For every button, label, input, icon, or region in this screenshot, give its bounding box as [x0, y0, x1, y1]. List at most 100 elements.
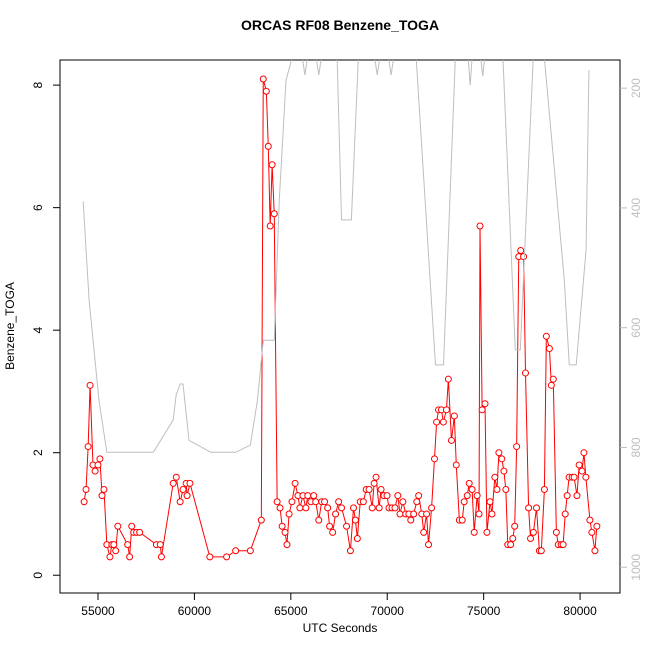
data-point: [563, 492, 571, 500]
data-point: [372, 473, 380, 481]
data-point: [179, 485, 187, 493]
data-point: [542, 332, 550, 340]
data-point: [278, 522, 286, 530]
data-point: [502, 485, 510, 493]
x-tick-label: 65000: [274, 604, 308, 618]
data-point: [578, 467, 586, 475]
data-point: [91, 467, 99, 475]
data-point: [98, 492, 106, 500]
data-point: [529, 528, 537, 536]
data-point: [262, 87, 270, 95]
data-point: [321, 498, 329, 506]
data-point: [570, 473, 578, 481]
data-point: [246, 547, 254, 555]
data-point: [124, 541, 132, 549]
data-point: [80, 498, 88, 506]
data-point: [407, 516, 415, 524]
data-point: [513, 443, 521, 451]
data-point: [428, 504, 436, 512]
data-point: [183, 492, 191, 500]
x-tick-label: 60000: [178, 604, 212, 618]
data-point: [498, 455, 506, 463]
data-point: [94, 461, 102, 469]
data-point: [365, 485, 373, 493]
data-point: [264, 142, 272, 150]
data-point: [447, 436, 455, 444]
x-tick-label: 55000: [81, 604, 115, 618]
data-point: [439, 418, 447, 426]
y-axis-label: Benzene_TOGA: [3, 282, 17, 370]
data-point: [353, 534, 361, 542]
y2-tick-label: 1000: [629, 554, 643, 581]
data-point: [126, 553, 134, 561]
data-point: [326, 522, 334, 530]
data-point: [415, 492, 423, 500]
data-point: [377, 485, 385, 493]
data-point: [84, 443, 92, 451]
data-point: [324, 504, 332, 512]
data-point: [475, 510, 483, 518]
data-point: [575, 461, 583, 469]
y-tick-label: 0: [31, 572, 45, 579]
data-point: [391, 504, 399, 512]
data-point: [186, 479, 194, 487]
data-point: [370, 479, 378, 487]
data-point: [468, 485, 476, 493]
data-point: [491, 473, 499, 481]
data-point: [157, 553, 165, 561]
data-point: [176, 498, 184, 506]
data-point: [338, 504, 346, 512]
data-point: [259, 75, 267, 83]
data-point: [478, 406, 486, 414]
data-point: [114, 522, 122, 530]
data-point: [270, 210, 278, 218]
y2-tick-label: 400: [629, 198, 643, 218]
data-point: [573, 492, 581, 500]
plot-area: [80, 60, 601, 561]
data-point: [423, 510, 431, 518]
chart-title: ORCAS RF08 Benzene_TOGA: [241, 17, 439, 33]
data-point: [112, 547, 120, 555]
data-point: [273, 498, 281, 506]
y-tick-label: 8: [31, 81, 45, 88]
data-point: [473, 492, 481, 500]
data-point: [483, 528, 491, 536]
data-point: [82, 485, 90, 493]
data-point: [266, 222, 274, 230]
y2-tick-label: 800: [629, 437, 643, 457]
data-point: [302, 504, 310, 512]
data-point: [156, 541, 164, 549]
data-point: [288, 498, 296, 506]
data-point: [586, 516, 594, 524]
data-point: [257, 516, 265, 524]
data-point: [291, 479, 299, 487]
data-point: [520, 253, 528, 261]
data-point: [527, 534, 535, 542]
data-point: [351, 516, 359, 524]
y-tick-label: 6: [31, 204, 45, 211]
data-point: [106, 553, 114, 561]
data-point: [582, 473, 590, 481]
x-tick-label: 80000: [563, 604, 597, 618]
x-tick-label: 70000: [371, 604, 405, 618]
data-point: [470, 528, 478, 536]
data-point: [593, 522, 601, 530]
data-point: [493, 485, 501, 493]
data-point: [232, 547, 240, 555]
data-point: [545, 345, 553, 353]
data-point: [335, 498, 343, 506]
data-point: [488, 510, 496, 518]
data-point: [100, 485, 108, 493]
data-point: [128, 522, 136, 530]
data-point: [450, 412, 458, 420]
y-tick-label: 2: [31, 449, 45, 456]
data-point: [172, 473, 180, 481]
data-point: [430, 455, 438, 463]
data-point: [495, 449, 503, 457]
data-point: [315, 516, 323, 524]
data-point: [580, 449, 588, 457]
series-line: [82, 60, 590, 453]
x-tick-label: 75000: [467, 604, 501, 618]
data-point: [332, 510, 340, 518]
data-point: [463, 492, 471, 500]
